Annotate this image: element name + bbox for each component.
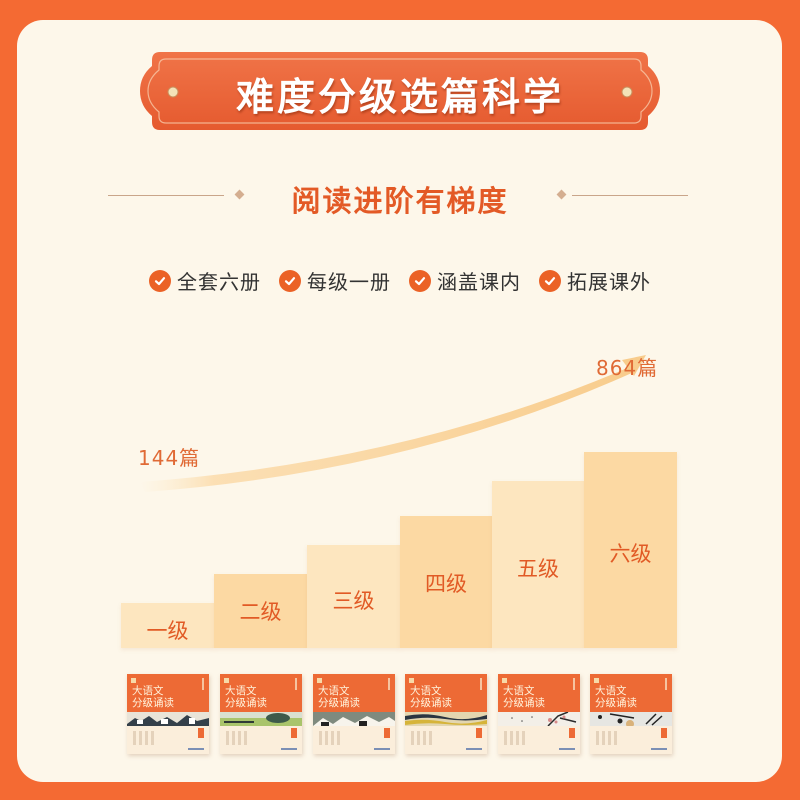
subtitle-row: 阅读进阶有梯度 bbox=[0, 176, 800, 218]
page-frame bbox=[17, 20, 782, 782]
bar-level-3: 三级 bbox=[307, 545, 400, 648]
banner-title: 难度分级选篇科学 bbox=[235, 74, 564, 119]
banner-shape bbox=[140, 52, 660, 130]
book-illustration bbox=[220, 712, 302, 726]
book-illustration bbox=[405, 712, 487, 726]
feature-label: 全套六册 bbox=[177, 270, 261, 294]
feature-item: 每级一册 bbox=[279, 266, 391, 295]
title-banner: 难度分级选篇科学 bbox=[138, 48, 662, 134]
book-title: 大语文 分级诵读 bbox=[132, 685, 174, 709]
check-circle-icon bbox=[539, 269, 561, 292]
start-value-label: 144篇 bbox=[138, 446, 201, 470]
book-title: 大语文 分级诵读 bbox=[225, 685, 267, 709]
book-illustration bbox=[498, 712, 580, 726]
publisher-logo-icon bbox=[594, 678, 599, 683]
feature-item: 涵盖课内 bbox=[409, 266, 521, 295]
check-circle-icon bbox=[279, 269, 301, 292]
bar-level-1: 一级 bbox=[121, 603, 214, 648]
feature-list: 全套六册 每级一册 涵盖课内 拓展课外 bbox=[0, 266, 800, 295]
publisher-logo-icon bbox=[224, 678, 229, 683]
book-cover-level-3: 大语文 分级诵读 bbox=[313, 674, 395, 754]
book-title: 大语文 分级诵读 bbox=[318, 685, 360, 709]
publisher-logo-icon bbox=[131, 678, 136, 683]
book-title: 大语文 分级诵读 bbox=[503, 685, 545, 709]
divider-left bbox=[108, 195, 224, 196]
check-circle-icon bbox=[149, 269, 171, 292]
publisher-logo-icon bbox=[317, 678, 322, 683]
bar-level-5: 五级 bbox=[492, 481, 584, 648]
bar-label: 一级 bbox=[146, 619, 189, 643]
book-illustration bbox=[313, 712, 395, 726]
feature-item: 全套六册 bbox=[149, 266, 261, 295]
feature-label: 涵盖课内 bbox=[437, 270, 521, 294]
check-circle-icon bbox=[409, 269, 431, 292]
book-title: 大语文 分级诵读 bbox=[595, 685, 637, 709]
end-value-label: 864篇 bbox=[596, 356, 659, 380]
bar-level-6: 六级 bbox=[584, 452, 677, 648]
book-cover-level-5: 大语文 分级诵读 bbox=[498, 674, 580, 754]
feature-label: 拓展课外 bbox=[567, 270, 651, 294]
book-cover-level-4: 大语文 分级诵读 bbox=[405, 674, 487, 754]
book-illustration bbox=[590, 712, 672, 726]
publisher-logo-icon bbox=[502, 678, 507, 683]
publisher-logo-icon bbox=[409, 678, 414, 683]
book-illustration bbox=[127, 712, 209, 726]
divider-right bbox=[572, 195, 688, 196]
feature-label: 每级一册 bbox=[307, 270, 391, 294]
book-cover-level-1: 大语文 分级诵读 bbox=[127, 674, 209, 754]
bar-label: 四级 bbox=[425, 572, 467, 596]
bar-label: 五级 bbox=[517, 557, 559, 581]
bar-level-4: 四级 bbox=[400, 516, 492, 648]
bar-label: 二级 bbox=[239, 600, 282, 624]
book-title: 大语文 分级诵读 bbox=[410, 685, 452, 709]
feature-item: 拓展课外 bbox=[539, 266, 651, 295]
bar-label: 三级 bbox=[332, 589, 375, 613]
subtitle: 阅读进阶有梯度 bbox=[291, 184, 509, 218]
book-cover-level-2: 大语文 分级诵读 bbox=[220, 674, 302, 754]
bar-label: 六级 bbox=[609, 542, 652, 566]
book-cover-level-6: 大语文 分级诵读 bbox=[590, 674, 672, 754]
bar-level-2: 二级 bbox=[214, 574, 307, 648]
